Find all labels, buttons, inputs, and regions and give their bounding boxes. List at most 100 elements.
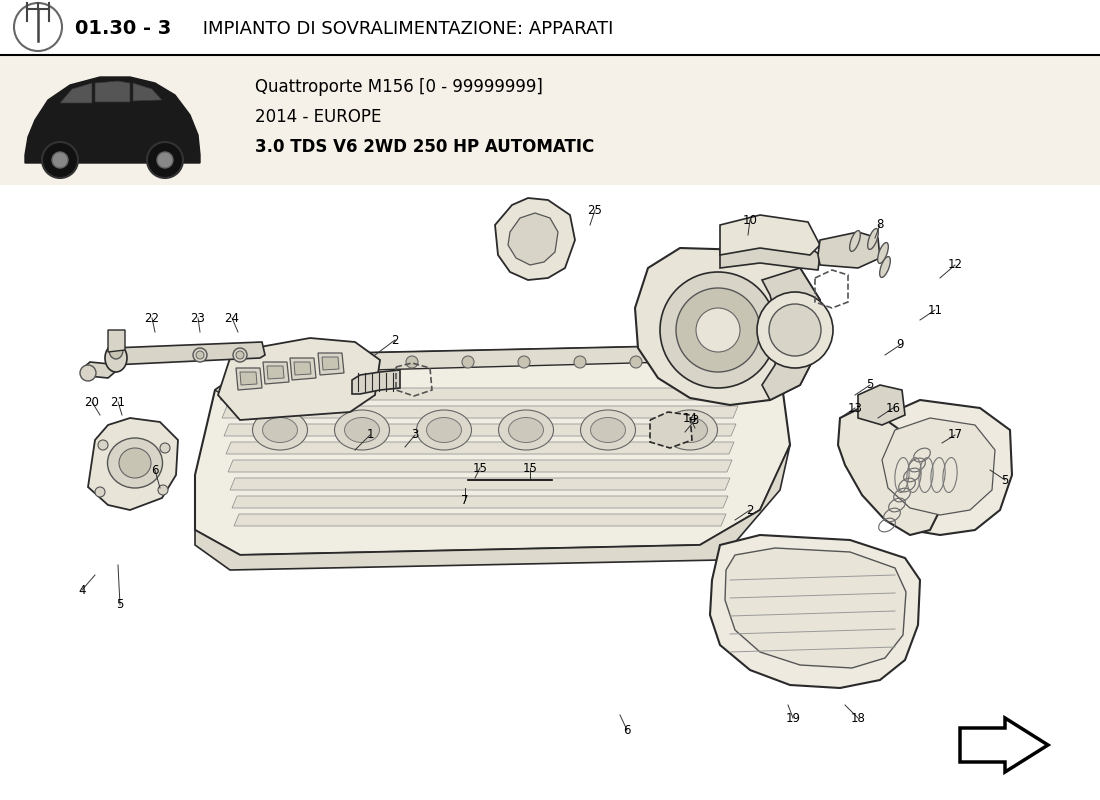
Polygon shape — [635, 248, 820, 405]
Polygon shape — [25, 77, 200, 163]
Polygon shape — [218, 338, 380, 420]
Text: 2: 2 — [392, 334, 398, 346]
Circle shape — [52, 152, 68, 168]
Polygon shape — [133, 83, 162, 101]
Text: 18: 18 — [850, 711, 866, 725]
Polygon shape — [195, 345, 790, 555]
Bar — [0, 185, 1100, 800]
Ellipse shape — [868, 229, 878, 250]
Circle shape — [158, 485, 168, 495]
Text: 11: 11 — [927, 303, 943, 317]
Polygon shape — [318, 353, 344, 375]
Text: 3: 3 — [411, 429, 419, 442]
Polygon shape — [60, 83, 92, 103]
Circle shape — [696, 308, 740, 352]
Polygon shape — [495, 198, 575, 280]
Ellipse shape — [104, 344, 126, 372]
Text: Quattroporte M156 [0 - 99999999]: Quattroporte M156 [0 - 99999999] — [255, 78, 543, 96]
Circle shape — [462, 356, 474, 368]
Circle shape — [157, 152, 173, 168]
Polygon shape — [858, 385, 905, 425]
Circle shape — [574, 356, 586, 368]
Polygon shape — [294, 362, 311, 375]
Bar — [0, 0, 1100, 55]
Text: 15: 15 — [522, 462, 538, 474]
Text: 13: 13 — [848, 402, 862, 414]
Text: 1: 1 — [366, 429, 374, 442]
Ellipse shape — [119, 448, 151, 478]
Ellipse shape — [672, 418, 707, 442]
Polygon shape — [240, 372, 257, 385]
Text: 24: 24 — [224, 311, 240, 325]
Polygon shape — [236, 368, 262, 390]
Ellipse shape — [417, 410, 472, 450]
Text: 16: 16 — [886, 402, 901, 414]
Polygon shape — [818, 232, 880, 268]
Circle shape — [95, 487, 104, 497]
Circle shape — [42, 142, 78, 178]
Polygon shape — [214, 355, 295, 410]
Text: 7: 7 — [461, 494, 469, 506]
Polygon shape — [322, 357, 339, 370]
Ellipse shape — [108, 438, 163, 488]
Text: 19: 19 — [785, 711, 801, 725]
Text: 6: 6 — [152, 463, 158, 477]
Polygon shape — [882, 418, 996, 515]
Ellipse shape — [591, 418, 626, 442]
Polygon shape — [352, 370, 400, 394]
Ellipse shape — [878, 242, 889, 263]
Circle shape — [350, 356, 362, 368]
Ellipse shape — [880, 257, 890, 278]
Polygon shape — [720, 215, 820, 255]
Text: 22: 22 — [144, 311, 159, 325]
Polygon shape — [267, 366, 284, 379]
Text: 25: 25 — [587, 203, 603, 217]
Text: 3.0 TDS V6 2WD 250 HP AUTOMATIC: 3.0 TDS V6 2WD 250 HP AUTOMATIC — [255, 138, 594, 156]
Text: 5: 5 — [1001, 474, 1009, 486]
Polygon shape — [960, 718, 1048, 772]
Polygon shape — [838, 408, 940, 535]
Polygon shape — [220, 388, 740, 400]
Text: 17: 17 — [947, 429, 962, 442]
Circle shape — [147, 142, 183, 178]
Circle shape — [192, 348, 207, 362]
Text: 12: 12 — [947, 258, 962, 271]
Polygon shape — [228, 460, 732, 472]
Text: 5: 5 — [117, 598, 123, 611]
Circle shape — [196, 351, 204, 359]
Circle shape — [757, 292, 833, 368]
Text: 10: 10 — [742, 214, 758, 226]
Text: 4: 4 — [78, 583, 86, 597]
Circle shape — [686, 356, 698, 368]
Text: 9: 9 — [896, 338, 904, 351]
Circle shape — [160, 443, 170, 453]
Polygon shape — [710, 535, 920, 688]
Polygon shape — [95, 81, 130, 102]
Ellipse shape — [849, 230, 860, 251]
Text: 2014 - EUROPE: 2014 - EUROPE — [255, 108, 382, 126]
Ellipse shape — [263, 418, 297, 442]
Polygon shape — [232, 496, 728, 508]
Polygon shape — [725, 548, 906, 668]
Ellipse shape — [662, 410, 717, 450]
Polygon shape — [762, 268, 820, 400]
Circle shape — [518, 356, 530, 368]
Circle shape — [676, 288, 760, 372]
Ellipse shape — [498, 410, 553, 450]
Polygon shape — [508, 213, 558, 265]
Polygon shape — [263, 362, 289, 384]
Text: 5: 5 — [867, 378, 873, 391]
Polygon shape — [650, 412, 692, 448]
Polygon shape — [108, 330, 125, 352]
Ellipse shape — [427, 418, 462, 442]
Circle shape — [660, 272, 776, 388]
Polygon shape — [108, 342, 265, 365]
Polygon shape — [222, 406, 738, 418]
Text: 23: 23 — [190, 311, 206, 325]
Ellipse shape — [581, 410, 636, 450]
Circle shape — [294, 356, 306, 368]
Ellipse shape — [344, 418, 380, 442]
Polygon shape — [234, 514, 726, 526]
Circle shape — [769, 304, 821, 356]
Text: 20: 20 — [85, 395, 99, 409]
